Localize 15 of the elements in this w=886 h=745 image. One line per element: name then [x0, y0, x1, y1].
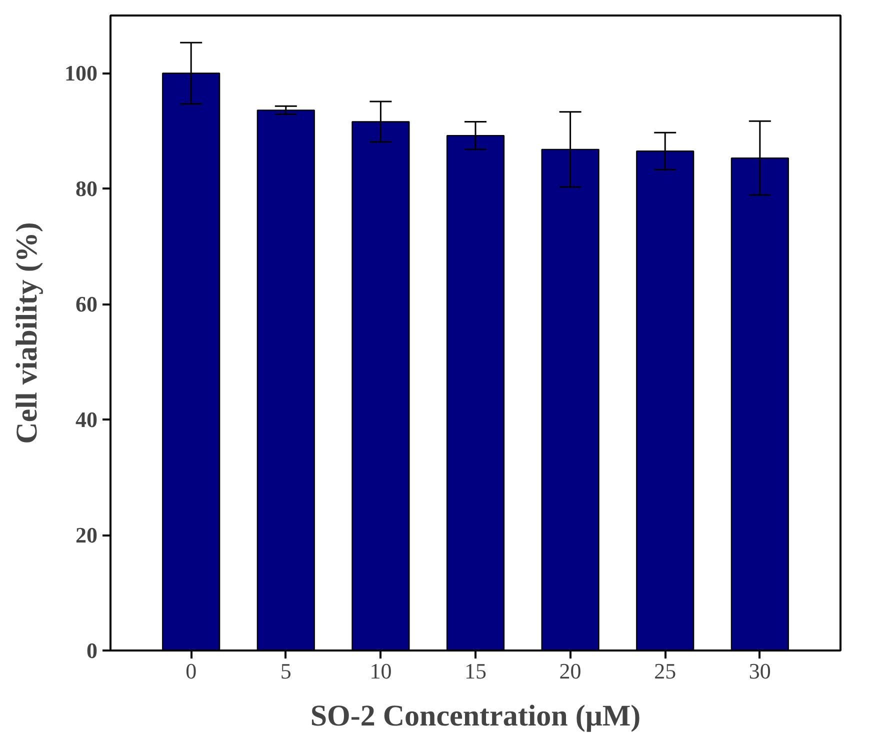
x-tick-label: 10 — [370, 658, 392, 684]
y-tick-label: 60 — [76, 292, 98, 317]
x-tick-label: 5 — [280, 658, 292, 684]
x-tick-label: 30 — [748, 658, 771, 684]
x-tick-label: 25 — [654, 658, 676, 684]
y-tick-label: 20 — [76, 522, 98, 548]
y-tick-label: 100 — [64, 60, 98, 86]
x-tick-label: 15 — [464, 658, 486, 684]
y-tick-label: 80 — [76, 176, 98, 202]
y-tick-label: 0 — [86, 638, 98, 663]
y-axis-title: Cell viability (%) — [10, 222, 44, 444]
x-tick-label: 0 — [186, 658, 197, 684]
x-axis-title: SO-2 Concentration (μM) — [310, 700, 641, 732]
y-tick-label: 40 — [76, 407, 98, 432]
x-tick-label: 20 — [559, 658, 582, 684]
